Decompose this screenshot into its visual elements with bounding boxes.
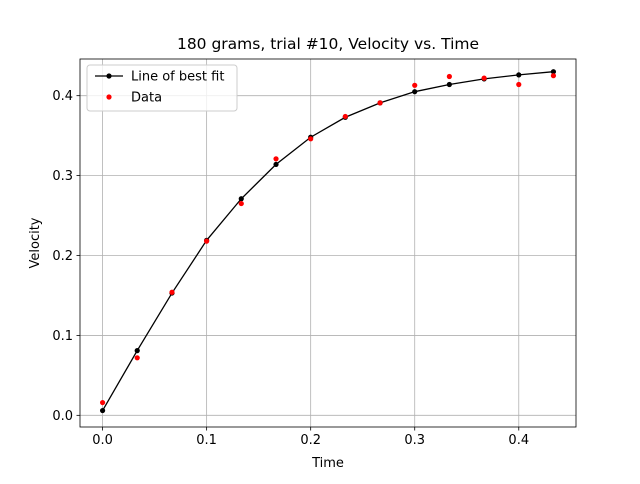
y-tick-label: 0.4 [52,89,73,104]
x-tick-label: 0.0 [92,433,113,448]
x-tick-label: 0.3 [404,433,425,448]
y-tick-label: 0.0 [52,409,73,424]
data-point [412,82,418,88]
x-tick-label: 0.4 [508,433,529,448]
data-point [481,75,487,81]
legend-entries: Line of best fit Data [95,70,224,106]
legend-entry: Data [106,91,162,106]
fit-point [446,81,452,88]
data-point [204,238,210,244]
legend-entry: Line of best fit [95,70,224,85]
x-tick-label: 0.2 [300,433,321,448]
fit-point [99,407,106,414]
series-layer [99,69,557,414]
fit-point [412,89,418,95]
fit-point [238,196,244,202]
fit-point [273,161,279,168]
chart-title: 180 grams, trial #10, Velocity vs. Time [177,35,479,53]
y-tick-label: 0.3 [52,169,73,184]
y-tick-label: 0.2 [52,249,73,264]
data-point [169,289,175,295]
data-point [308,136,314,142]
fit-point [516,72,522,78]
legend-label: Line of best fit [131,70,224,85]
fit-point [134,348,140,354]
ticks: 0.0 0.1 0.2 0.3 0.4 0.0 0.1 0.2 0.3 0.4 [52,89,529,448]
data-point [134,355,140,361]
data-point [238,200,244,207]
data-point [516,81,522,88]
y-tick-label: 0.1 [52,329,73,344]
series-data [99,73,557,406]
data-point [446,73,452,80]
data-point [377,100,383,106]
data-point [273,156,279,162]
legend: Line of best fit Data [86,64,238,112]
legend-box [86,64,238,112]
data-point [550,73,557,79]
y-axis-label: Velocity [28,217,43,268]
data-point [342,113,348,120]
data-point [99,399,106,406]
x-tick-label: 0.1 [196,433,217,448]
best-fit-line [102,71,554,411]
legend-marker-swatch [106,73,112,79]
legend-label: Data [131,91,162,106]
fit-point [550,69,557,75]
axes-frame [79,58,577,428]
x-axis-label: Time [311,456,344,471]
legend-marker-swatch [106,94,112,100]
